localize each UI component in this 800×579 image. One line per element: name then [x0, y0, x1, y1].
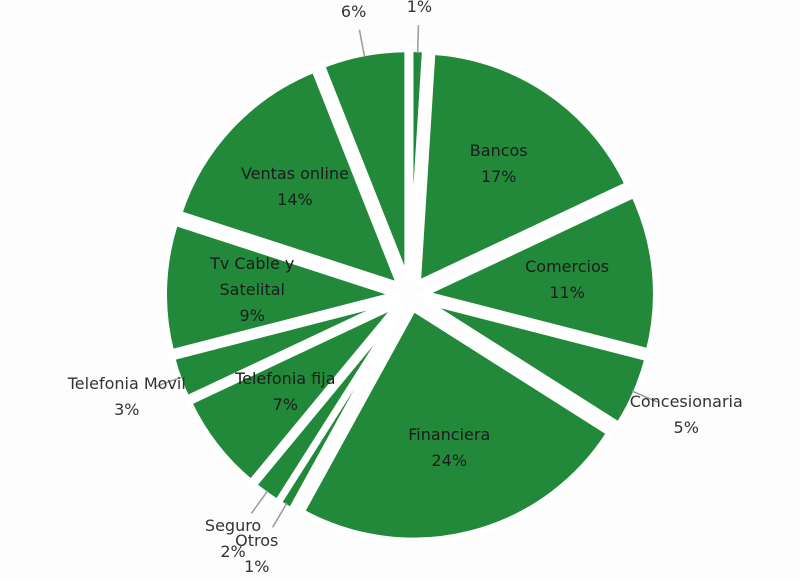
slice-label: Comercios 11% [512, 254, 622, 306]
leader-line [155, 376, 183, 388]
leader-line [250, 490, 269, 514]
pie-slice [175, 65, 405, 291]
value-label: 17% [480, 167, 517, 187]
category-label: Concesionaria [629, 391, 743, 411]
pie-slice [161, 219, 407, 356]
slice-label: Telefonia Movil 3% [62, 371, 192, 423]
slice-label: Viajes Y Turismo6% [289, 0, 419, 25]
leader-line [631, 390, 659, 403]
leader-line [271, 502, 288, 528]
value-label: 9% [239, 306, 265, 326]
value-label: 14% [277, 189, 313, 209]
value-label: 2% [220, 541, 246, 561]
pie-slice [414, 48, 632, 289]
value-label: 11% [549, 283, 585, 303]
category-label: Telefonia Movil [67, 373, 186, 393]
category-label: Comercios [525, 257, 610, 277]
category-label: Seguro [204, 515, 262, 535]
slice-label: Bancos 17% [444, 138, 554, 190]
slice-label: Otros 1% [192, 528, 322, 579]
pie-slice [297, 304, 614, 544]
value-label: 5% [673, 417, 699, 437]
category-label: Tv Cable y Satelital [210, 254, 295, 300]
category-label: Ventas online [240, 163, 349, 183]
slice-label: Seguro 2% [168, 513, 298, 565]
pie-slice [185, 300, 402, 487]
pie-slice [415, 190, 659, 356]
value-label: 1% [244, 557, 270, 577]
slice-label: Alarma1% [354, 0, 484, 20]
value-label: 6% [340, 2, 367, 22]
slice-label: Financiera 24% [394, 422, 504, 474]
leader-line [416, 25, 420, 54]
slice-label: Tv Cable y Satelital 9% [197, 251, 307, 329]
value-label: 24% [431, 450, 468, 470]
category-label: Bancos [469, 141, 528, 161]
slice-label: Concesionaria 5% [621, 389, 751, 441]
slice-label: Telefonia fija 7% [230, 366, 340, 418]
slice-label: Ventas online 14% [240, 161, 350, 213]
value-label: 1% [406, 0, 433, 17]
value-label: 3% [114, 399, 140, 419]
category-label: Financiera [408, 424, 491, 444]
value-label: 7% [272, 394, 298, 414]
category-label: Otros [235, 531, 279, 551]
leader-line [358, 29, 366, 58]
category-label: Telefonia fija [235, 368, 336, 388]
